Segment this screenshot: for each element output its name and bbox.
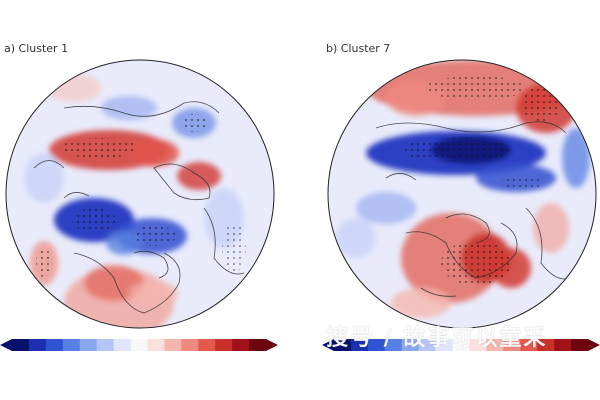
colorbar-cell (554, 339, 572, 351)
colorbar-cell (452, 339, 470, 351)
colorbar-cell (571, 339, 589, 351)
colorbar-cell (62, 339, 81, 351)
colorbar-cell (28, 339, 47, 351)
watermark-text: 搜号 / 故事可以童采 (326, 326, 548, 351)
colorbar-cell (147, 339, 165, 351)
colorbar-cell (435, 339, 454, 351)
colorbar-cell (367, 339, 386, 351)
polar-map-cluster-1 (5, 59, 275, 329)
colorbar-cell (384, 339, 403, 351)
colorbar-cell (350, 339, 369, 351)
colorbar-cell (113, 339, 132, 351)
colorbar-cell (164, 339, 182, 351)
colorbar-cell (130, 339, 148, 351)
colorbar-cell (215, 339, 233, 351)
colorbar-cell (486, 339, 504, 351)
colorbar-cell (232, 339, 250, 351)
colorbar-extend-max (588, 339, 600, 351)
colorbar-extend-max (266, 339, 278, 351)
colorbar-cell (503, 339, 521, 351)
colorbar-extend-min (322, 339, 334, 351)
colorbar-cell (537, 339, 555, 351)
colorbar-cell (469, 339, 487, 351)
colorbar-cell (79, 339, 98, 351)
colorbar-cell (249, 339, 267, 351)
colorbar-cell (198, 339, 216, 351)
colorbar-cell (401, 339, 420, 351)
colorbar-a (0, 339, 278, 351)
colorbar-cell (520, 339, 538, 351)
panel-b-title: b) Cluster 7 (326, 42, 391, 55)
colorbar-cell (12, 339, 30, 351)
polar-map-cluster-7 (327, 59, 597, 329)
colorbar-cell (45, 339, 64, 351)
colorbar-extend-min (0, 339, 12, 351)
colorbar-cell (334, 339, 352, 351)
colorbar-cell (418, 339, 437, 351)
panel-a-title: a) Cluster 1 (4, 42, 69, 55)
colorbar-b (322, 339, 600, 351)
colorbar-cell (96, 339, 115, 351)
colorbar-cell (181, 339, 199, 351)
